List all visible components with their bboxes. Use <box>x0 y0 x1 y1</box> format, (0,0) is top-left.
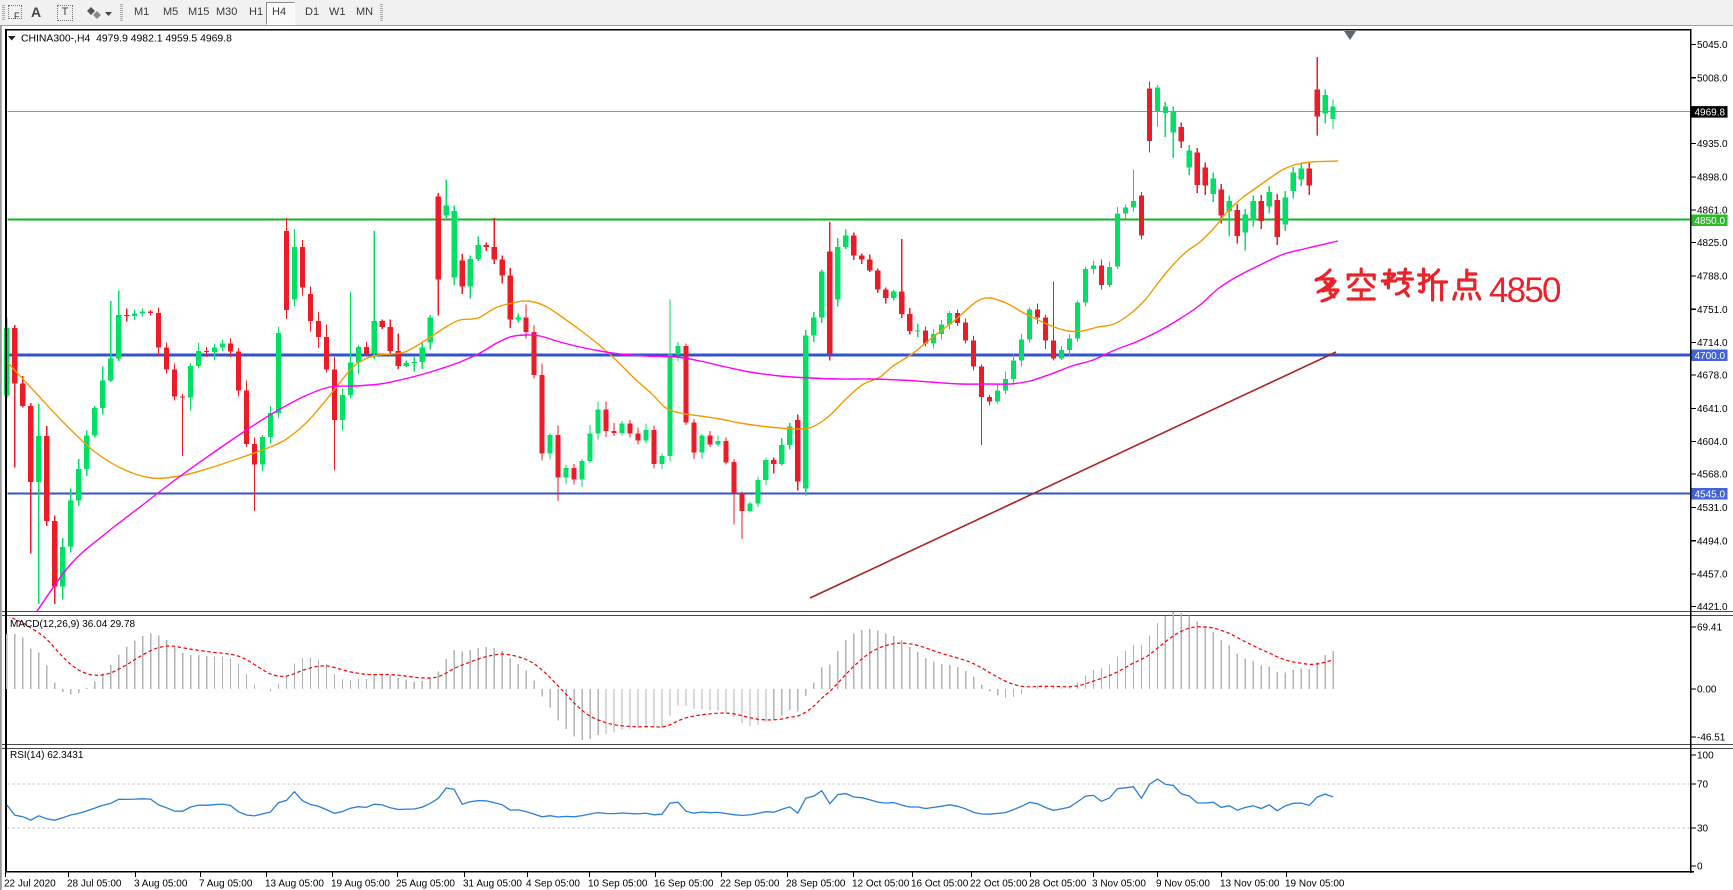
svg-text:4751.0: 4751.0 <box>1697 305 1728 316</box>
svg-text:4825.0: 4825.0 <box>1697 238 1728 249</box>
svg-text:3 Aug 05:00: 3 Aug 05:00 <box>134 879 188 890</box>
svg-text:4 Sep 05:00: 4 Sep 05:00 <box>526 879 580 890</box>
svg-text:10 Sep 05:00: 10 Sep 05:00 <box>588 879 648 890</box>
svg-text:4714.0: 4714.0 <box>1697 338 1728 349</box>
svg-text:5008.0: 5008.0 <box>1697 73 1728 84</box>
svg-text:-46.51: -46.51 <box>1697 733 1726 744</box>
svg-text:19 Nov 05:00: 19 Nov 05:00 <box>1285 879 1345 890</box>
svg-text:4969.8: 4969.8 <box>1695 107 1726 118</box>
svg-text:28 Jul 05:00: 28 Jul 05:00 <box>67 879 122 890</box>
svg-text:4700.0: 4700.0 <box>1695 351 1726 362</box>
svg-text:25 Aug 05:00: 25 Aug 05:00 <box>396 879 455 890</box>
svg-text:CHINA300-,H4 4979.9 4982.1 49: CHINA300-,H4 4979.9 4982.1 4959.5 4969.8 <box>21 34 232 45</box>
svg-text:12 Oct 05:00: 12 Oct 05:00 <box>852 879 910 890</box>
svg-text:4545.0: 4545.0 <box>1695 489 1726 500</box>
svg-text:22 Oct 05:00: 22 Oct 05:00 <box>970 879 1028 890</box>
svg-text:3 Nov 05:00: 3 Nov 05:00 <box>1092 879 1146 890</box>
svg-text:4531.0: 4531.0 <box>1697 503 1728 514</box>
svg-text:4935.0: 4935.0 <box>1697 139 1728 150</box>
svg-text:22 Sep 05:00: 22 Sep 05:00 <box>720 879 780 890</box>
svg-text:4850.0: 4850.0 <box>1695 216 1726 227</box>
svg-text:31 Aug 05:00: 31 Aug 05:00 <box>463 879 522 890</box>
svg-text:13 Nov 05:00: 13 Nov 05:00 <box>1220 879 1280 890</box>
svg-text:4494.0: 4494.0 <box>1697 536 1728 547</box>
svg-text:13 Aug 05:00: 13 Aug 05:00 <box>265 879 324 890</box>
svg-text:4421.0: 4421.0 <box>1697 602 1728 613</box>
svg-text:4850: 4850 <box>1489 271 1561 310</box>
svg-text:28 Sep 05:00: 28 Sep 05:00 <box>786 879 846 890</box>
svg-text:4457.0: 4457.0 <box>1697 570 1728 581</box>
svg-text:100: 100 <box>1697 751 1714 762</box>
svg-text:9 Nov 05:00: 9 Nov 05:00 <box>1156 879 1210 890</box>
svg-text:4604.0: 4604.0 <box>1697 437 1728 448</box>
svg-text:7 Aug 05:00: 7 Aug 05:00 <box>199 879 253 890</box>
svg-text:70: 70 <box>1697 780 1709 791</box>
svg-text:RSI(14) 62.3431: RSI(14) 62.3431 <box>10 750 84 761</box>
svg-text:0: 0 <box>1697 862 1703 873</box>
svg-text:4861.0: 4861.0 <box>1697 206 1728 217</box>
svg-text:30: 30 <box>1697 824 1709 835</box>
svg-text:19 Aug 05:00: 19 Aug 05:00 <box>331 879 390 890</box>
svg-text:4568.0: 4568.0 <box>1697 470 1728 481</box>
svg-text:16 Oct 05:00: 16 Oct 05:00 <box>911 879 969 890</box>
svg-text:69.41: 69.41 <box>1697 623 1722 634</box>
svg-text:0.00: 0.00 <box>1697 685 1717 696</box>
svg-text:16 Sep 05:00: 16 Sep 05:00 <box>654 879 714 890</box>
svg-text:5045.0: 5045.0 <box>1697 40 1728 51</box>
svg-text:4678.0: 4678.0 <box>1697 371 1728 382</box>
svg-text:22 Jul 2020: 22 Jul 2020 <box>4 879 56 890</box>
svg-text:28 Oct 05:00: 28 Oct 05:00 <box>1029 879 1087 890</box>
svg-text:4788.0: 4788.0 <box>1697 272 1728 283</box>
svg-text:MACD(12,26,9) 36.04 29.78: MACD(12,26,9) 36.04 29.78 <box>10 619 136 630</box>
svg-text:4898.0: 4898.0 <box>1697 172 1728 183</box>
svg-text:4641.0: 4641.0 <box>1697 404 1728 415</box>
